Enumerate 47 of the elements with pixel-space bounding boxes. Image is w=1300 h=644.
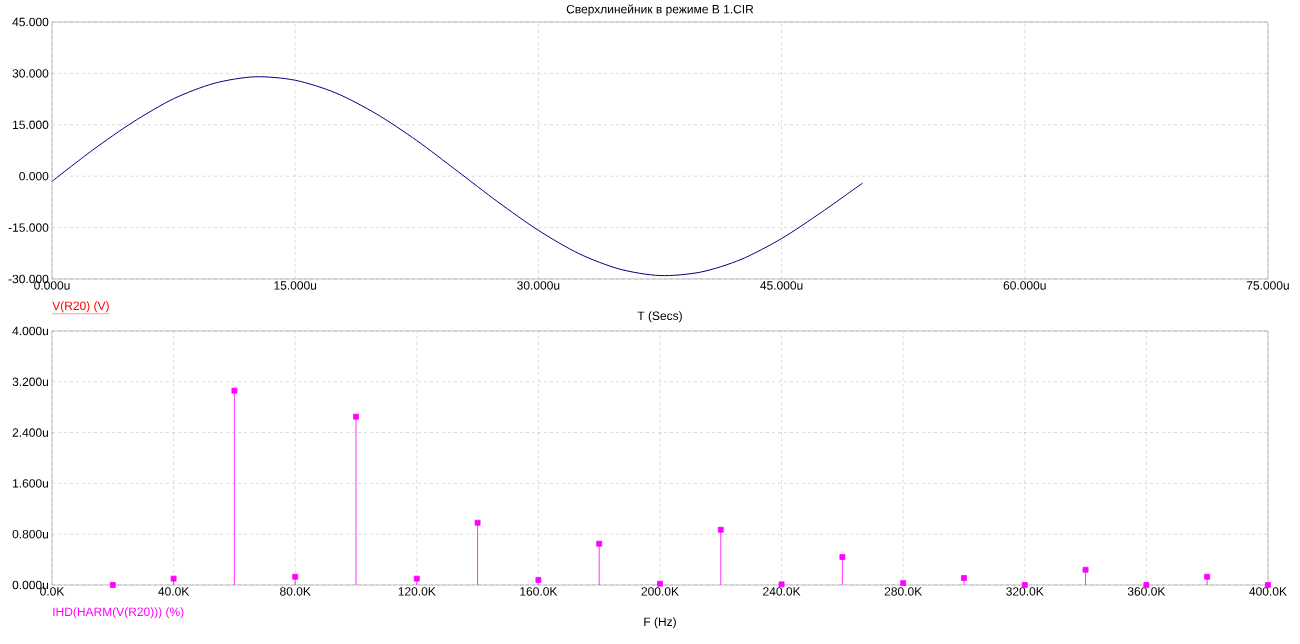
y-tick-label: 2.400u: [12, 428, 49, 437]
point: [292, 573, 299, 580]
point: [1082, 566, 1089, 573]
point: [1204, 573, 1211, 580]
point: [353, 413, 359, 420]
point: [231, 387, 238, 394]
y-tick-label: 30.000: [12, 69, 49, 78]
x-axis-title: T (Secs): [637, 311, 682, 323]
line-series: [51, 76, 864, 277]
chart-title: Сверхлинейник в режиме B 1.CIR: [566, 4, 754, 16]
x-tick-label: 45.000u: [760, 281, 803, 290]
y-tick-label: 0.800u: [12, 529, 49, 539]
x-tick-label: 280.0K: [884, 587, 923, 596]
x-tick-label: 400.0K: [1249, 587, 1287, 596]
x-tick-label: 15.000u: [274, 281, 317, 290]
text: V(R20) (V): [52, 301, 109, 313]
x-tick-label: 40.0K: [158, 587, 190, 596]
point: [535, 577, 542, 583]
y-tick-label: 1.600u: [13, 479, 49, 488]
point: [413, 575, 420, 582]
point: [657, 580, 663, 587]
x-tick-label: 320.0K: [1006, 587, 1044, 596]
x-tick-label: 360.0K: [1127, 587, 1166, 596]
y-tick-label: 45.000: [12, 17, 49, 27]
x-tick-label: 75.000u: [1246, 281, 1289, 290]
point: [839, 554, 846, 560]
x-tick-label: 240.0K: [763, 587, 801, 596]
point: [596, 540, 603, 547]
point: [717, 526, 724, 533]
x-tick-label: 160.0K: [520, 587, 558, 596]
point: [961, 575, 967, 581]
text: IHD(HARM(V(R20))) (%): [53, 607, 184, 619]
point: [109, 582, 116, 588]
x-tick-label: 60.000u: [1003, 281, 1046, 290]
point: [170, 575, 177, 582]
x-axis-title: F (Hz): [644, 617, 676, 629]
y-tick-label: 15.000: [13, 120, 49, 130]
y-tick-label: 0.000: [19, 171, 49, 181]
point: [474, 519, 481, 526]
y-tick-label: 3.200u: [12, 377, 49, 387]
x-tick-label: 200.0K: [641, 587, 679, 596]
y-tick-label: -15.000: [8, 223, 49, 232]
x-tick-label: 30.000u: [517, 281, 560, 290]
y-tick-label: 4.000u: [12, 326, 49, 336]
x-tick-label: 120.0K: [398, 587, 436, 596]
x-tick-label: 80.0K: [280, 587, 311, 596]
point: [900, 580, 907, 586]
